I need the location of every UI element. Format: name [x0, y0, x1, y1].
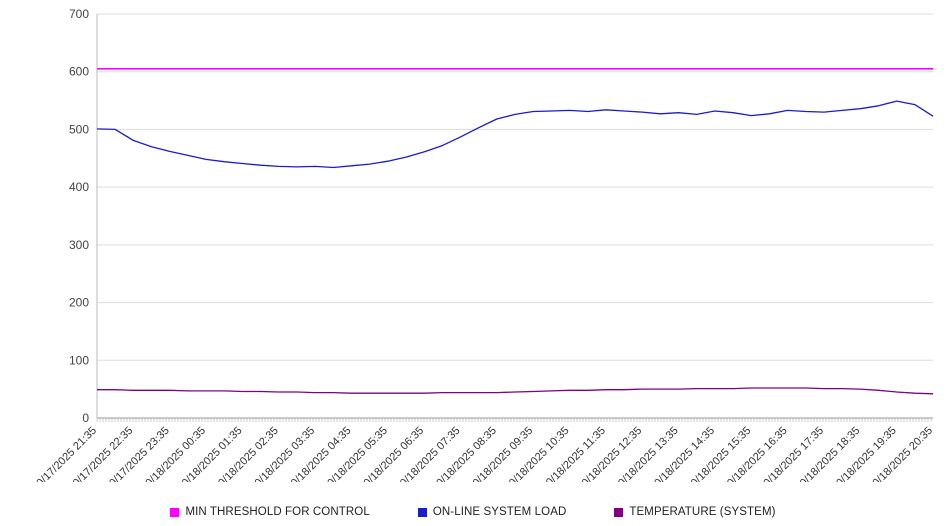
legend-label: MIN THRESHOLD FOR CONTROL: [185, 506, 370, 518]
series-line: [97, 387, 934, 395]
y-tick-label: 100: [69, 353, 89, 367]
y-tick-label: 700: [69, 7, 89, 21]
legend-item[interactable]: MIN THRESHOLD FOR CONTROL: [170, 506, 370, 518]
legend-label: ON-LINE SYSTEM LOAD: [432, 506, 567, 518]
y-tick-label: 400: [69, 180, 89, 194]
legend-swatch: [417, 507, 427, 517]
legend-swatch: [614, 507, 624, 517]
legend: MIN THRESHOLD FOR CONTROL ON-LINE SYSTEM …: [0, 506, 946, 518]
y-tick-label: 200: [69, 296, 89, 310]
y-tick-label: 500: [69, 122, 89, 136]
y-tick-label: 600: [69, 65, 89, 79]
legend-item[interactable]: TEMPERATURE (SYSTEM): [614, 506, 775, 518]
legend-item[interactable]: ON-LINE SYSTEM LOAD: [417, 506, 567, 518]
y-tick-label: 0: [82, 411, 89, 425]
series-line: [96, 100, 934, 169]
legend-label: TEMPERATURE (SYSTEM): [629, 506, 776, 518]
legend-swatch: [170, 507, 180, 517]
y-tick-label: 300: [69, 238, 89, 252]
